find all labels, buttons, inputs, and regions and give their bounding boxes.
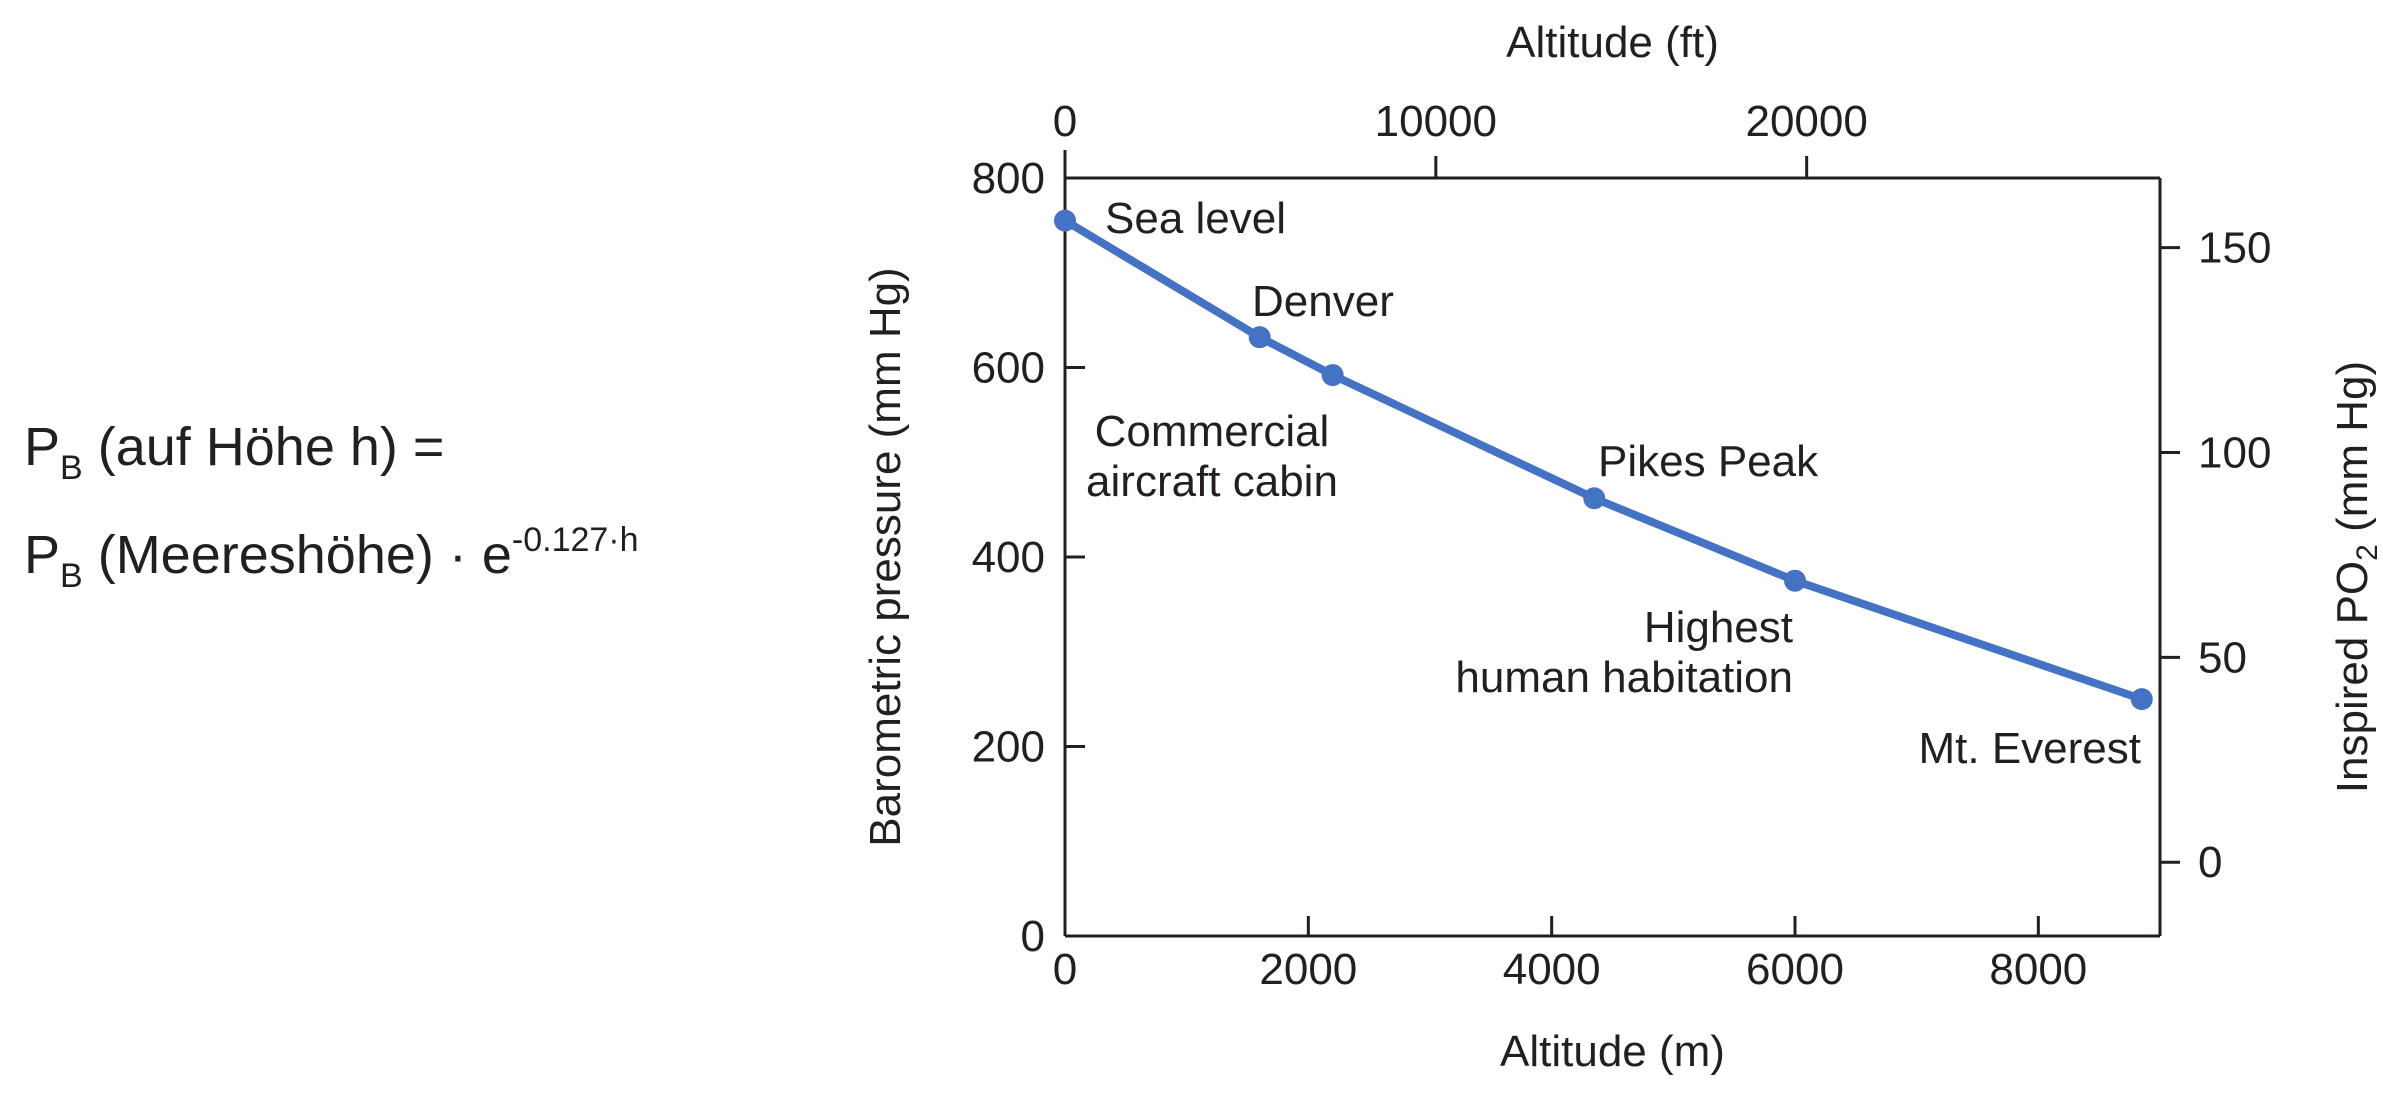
formula-exponent: -0.127·h <box>511 521 639 559</box>
y2-tick-label: 100 <box>2198 429 2271 478</box>
x-tick-label: 2000 <box>1259 945 1357 994</box>
formula-subscript: B <box>60 449 83 487</box>
data-point <box>1248 326 1271 349</box>
y2-tick-label: 0 <box>2198 838 2222 887</box>
point-label: human habitation <box>1455 653 1793 702</box>
point-label: Highest <box>1644 603 1793 652</box>
formula-p: P <box>24 417 61 477</box>
data-point <box>1583 487 1606 510</box>
y-tick-label: 600 <box>972 344 1045 393</box>
x-tick-label: 0 <box>1053 945 1077 994</box>
data-line <box>1061 216 2146 704</box>
y2-axis-title-unit: (mm Hg) <box>2328 361 2377 544</box>
formula-subscript: B <box>60 557 83 595</box>
y2-tick-label: 50 <box>2198 633 2247 682</box>
x2-tick-label: 0 <box>1053 97 1077 146</box>
formula-text: (auf Höhe h) = <box>82 417 445 477</box>
y-tick-label: 800 <box>972 154 1045 203</box>
data-point <box>1321 364 1344 387</box>
x-axis-title: Altitude (m) <box>1500 1027 1725 1076</box>
formula-p: P <box>24 525 61 585</box>
data-point <box>1784 569 1806 592</box>
y2-axis-title-subscript: 2 <box>2351 544 2383 561</box>
x-tick-label: 4000 <box>1503 945 1601 994</box>
formula-text: (Meereshöhe) · e <box>82 525 512 585</box>
point-label: aircraft cabin <box>1086 457 1338 506</box>
point-label: Commercial <box>1095 407 1330 456</box>
point-label: Denver <box>1252 277 1394 326</box>
x-tick-label: 6000 <box>1746 945 1844 994</box>
y2-axis-title: Inspired PO2 (mm Hg) <box>2328 361 2383 793</box>
point-label: Mt. Everest <box>1919 724 2142 773</box>
formula-line-1: PB (auf Höhe h) = <box>24 417 445 485</box>
formula-line-2: PB (Meereshöhe) · e-0.127·h <box>24 523 639 593</box>
data-point <box>2130 688 2153 711</box>
y2-tick-label: 150 <box>2198 224 2271 273</box>
y-tick-label: 0 <box>1021 912 1045 961</box>
x2-tick-label: 10000 <box>1375 97 1497 146</box>
point-label: Sea level <box>1105 194 1286 243</box>
point-label: Pikes Peak <box>1598 437 1819 486</box>
y-tick-label: 400 <box>972 533 1045 582</box>
data-point <box>1054 209 1076 232</box>
x-tick-label: 8000 <box>1989 945 2087 994</box>
y2-axis-title-main: Inspired PO <box>2328 561 2377 793</box>
y-tick-label: 200 <box>972 723 1045 772</box>
x2-tick-label: 20000 <box>1745 97 1867 146</box>
x2-axis-title: Altitude (ft) <box>1506 18 1719 67</box>
y-axis-title: Barometric pressure (mm Hg) <box>861 267 910 846</box>
